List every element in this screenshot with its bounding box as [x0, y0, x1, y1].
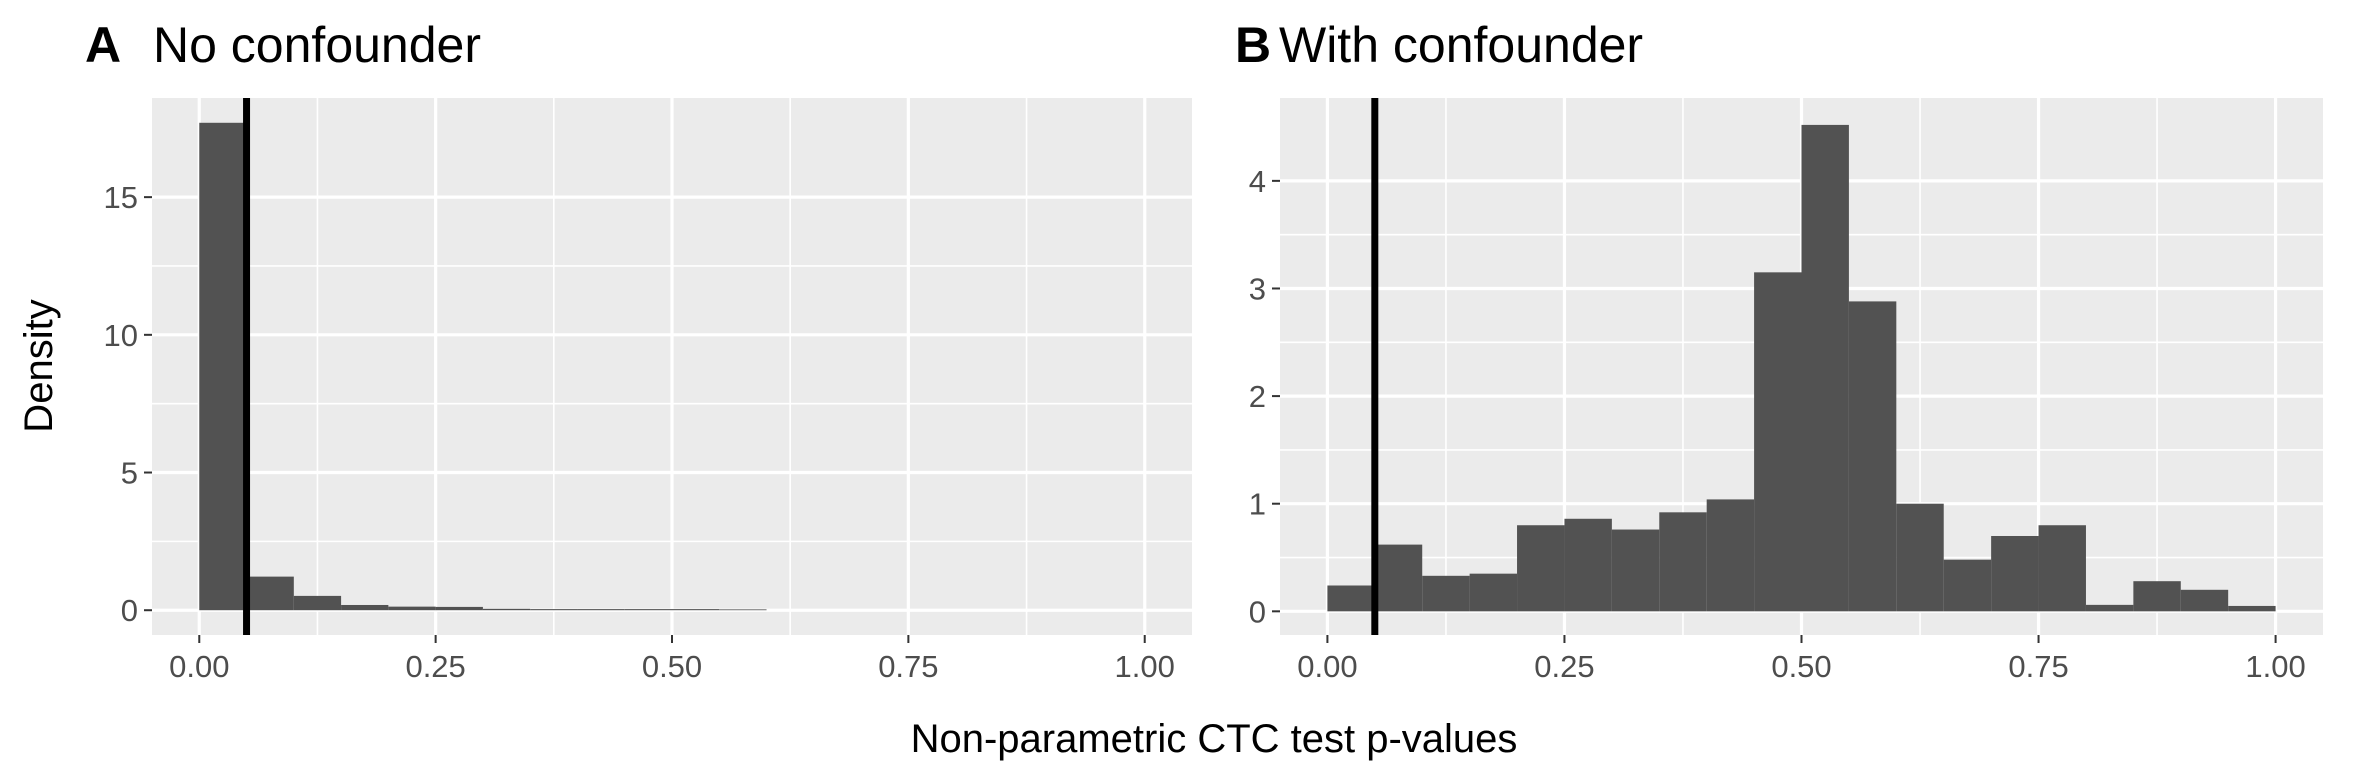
- histogram-bar: [1422, 575, 1470, 612]
- histogram-bar: [482, 608, 531, 611]
- x-tick-label: 0.50: [642, 649, 702, 684]
- histogram-bar: [1801, 124, 1849, 612]
- histogram-bar: [1374, 544, 1423, 612]
- x-tick-label: 0.50: [1771, 649, 1831, 684]
- histogram-bar: [1991, 535, 2039, 612]
- histogram-bar: [341, 604, 389, 611]
- y-tick-label: 0: [121, 593, 138, 628]
- histogram-bar: [1659, 512, 1707, 612]
- y-tick-label: 5: [121, 456, 138, 491]
- histogram-bar: [199, 122, 247, 611]
- y-tick-label: 2: [1249, 379, 1266, 414]
- histogram-bar: [1517, 525, 1565, 612]
- x-tick-label: 1.00: [2245, 649, 2305, 684]
- y-axis-title: Density: [17, 299, 61, 432]
- panel-a-bars: [199, 122, 767, 611]
- x-axis-title: Non-parametric CTC test p-values: [911, 717, 1518, 761]
- histogram-bar: [293, 595, 342, 611]
- panel-a-y-ticks: 0 5 10 15: [104, 180, 152, 628]
- histogram-bar: [1754, 272, 1802, 612]
- panel-b-bars: [1327, 124, 2276, 612]
- histogram-bar: [624, 609, 672, 611]
- panel-b-tag: B: [1235, 17, 1271, 73]
- panel-b-y-ticks: 0 1 2 3 4: [1249, 164, 1280, 629]
- histogram-bar: [388, 606, 436, 611]
- x-tick-label: 0.25: [1534, 649, 1594, 684]
- panel-a-title: No confounder: [153, 17, 481, 73]
- x-tick-label: 1.00: [1115, 649, 1175, 684]
- y-tick-label: 10: [104, 318, 138, 353]
- histogram-bar: [1327, 585, 1375, 612]
- x-tick-label: 0.00: [169, 649, 229, 684]
- histogram-bar: [2228, 605, 2276, 612]
- histogram-bar: [530, 609, 578, 611]
- panel-b-with-confounder: B With confounder 0.00 0.25 0.50 0.75 1.00 0…: [1235, 17, 2323, 684]
- histogram-bar: [2133, 581, 2181, 612]
- y-tick-label: 1: [1249, 487, 1266, 522]
- histogram-bar: [2180, 589, 2229, 612]
- y-tick-label: 15: [104, 180, 138, 215]
- histogram-bar: [719, 609, 767, 611]
- x-tick-label: 0.25: [405, 649, 465, 684]
- histogram-bar: [672, 609, 720, 611]
- histogram-bar: [1469, 573, 1518, 612]
- histogram-bar: [1611, 529, 1660, 612]
- y-tick-label: 4: [1249, 164, 1266, 199]
- histogram-bar: [1564, 518, 1612, 612]
- histogram-bar: [1848, 301, 1897, 612]
- histogram-bar: [246, 576, 294, 611]
- histogram-bar: [577, 609, 625, 611]
- x-tick-label: 0.00: [1297, 649, 1357, 684]
- panel-b-x-ticks: 0.00 0.25 0.50 0.75 1.00: [1297, 635, 2306, 684]
- histogram-bar: [2085, 604, 2134, 612]
- histogram-bar: [1943, 559, 1992, 612]
- panel-b-title: With confounder: [1279, 17, 1643, 73]
- x-tick-label: 0.75: [878, 649, 938, 684]
- histogram-bar: [2038, 525, 2086, 612]
- panel-a-x-ticks: 0.00 0.25 0.50 0.75 1.00: [169, 635, 1175, 684]
- y-tick-label: 3: [1249, 271, 1266, 306]
- histogram-bar: [1896, 503, 1944, 612]
- y-tick-label: 0: [1249, 594, 1266, 629]
- histogram-bar: [1706, 499, 1755, 612]
- histogram-bar: [435, 606, 483, 611]
- panel-a-no-confounder: A No confounder 0.00 0.25 0.50 0.75 1.00 0 5 1…: [85, 17, 1192, 684]
- x-tick-label: 0.75: [2008, 649, 2068, 684]
- panel-a-tag: A: [85, 17, 121, 73]
